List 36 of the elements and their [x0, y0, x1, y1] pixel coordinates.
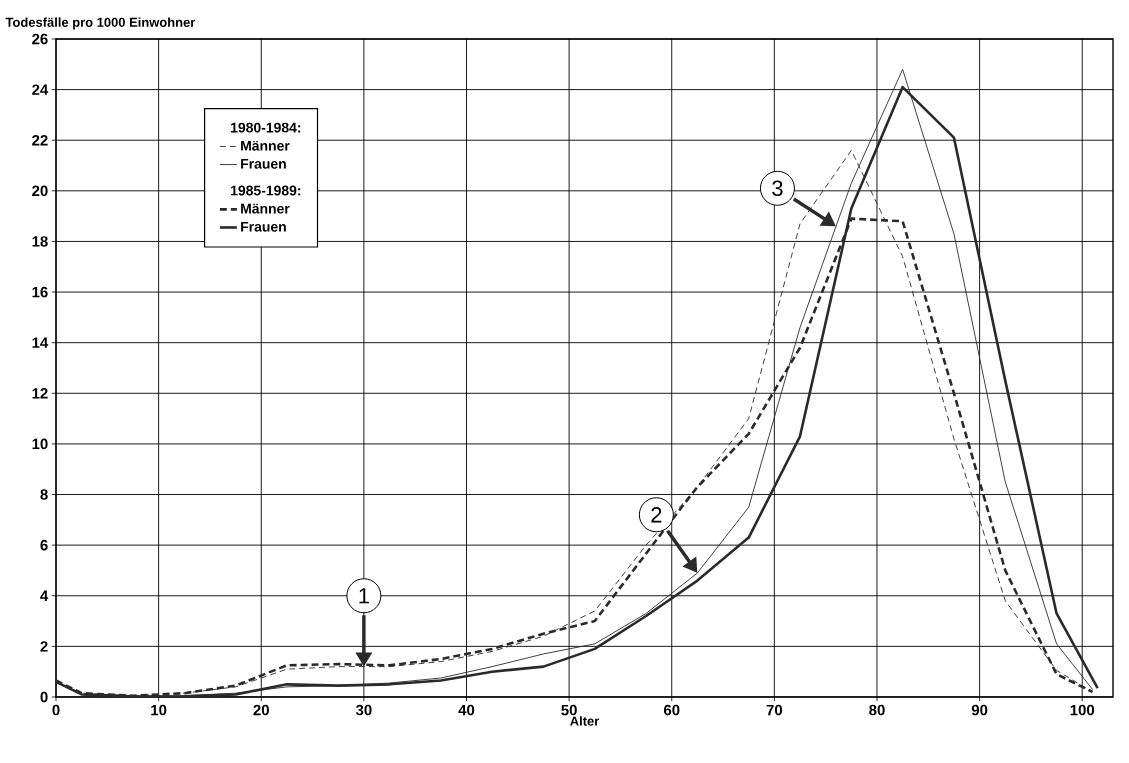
x-tick-label: 50	[561, 704, 577, 716]
y-tick-label: 26	[32, 33, 48, 45]
y-tick-label: 24	[32, 84, 49, 95]
y-tick-label: 6	[40, 539, 48, 551]
x-tick-label: 60	[663, 704, 680, 716]
y-tick-label: 2	[40, 641, 48, 652]
annotation: 1985-1989:	[231, 185, 301, 196]
x-tick-label: 90	[971, 704, 988, 716]
annotation: 1980-1984:	[231, 122, 301, 133]
x-tick-label: 20	[253, 704, 269, 716]
y-tick-label: 4	[40, 590, 49, 601]
x-tick-label: 80	[869, 704, 885, 716]
x-tick-label: 100	[1070, 704, 1095, 716]
legend-label: Frauen	[241, 221, 286, 232]
y-tick-label: 14	[32, 337, 49, 348]
y-tick-label: 10	[32, 438, 48, 450]
x-tick-label: 40	[458, 704, 475, 716]
x-tick-label: 70	[766, 704, 783, 716]
y-tick-label: 18	[32, 236, 48, 247]
y-tick-label: 8	[40, 489, 48, 500]
y-tick-label: 20	[32, 185, 48, 197]
x-tick-label: 0	[52, 704, 60, 716]
legend-label: Frauen	[241, 159, 286, 169]
x-tick-label: 30	[355, 704, 372, 716]
legend-label: Männer	[241, 203, 290, 214]
y-axis-title: Todesfälle pro 1000 Einwohner	[5, 17, 196, 30]
y-tick-label: 16	[32, 286, 48, 298]
annotation: 1	[359, 588, 369, 604]
y-tick-label: 12	[32, 388, 48, 399]
legend-label: Männer	[241, 140, 290, 151]
x-axis-title: Alter	[570, 716, 600, 726]
y-tick-label: 0	[40, 691, 48, 703]
y-tick-label: 22	[32, 134, 48, 146]
annotation: 2	[651, 507, 662, 523]
x-tick-label: 10	[151, 704, 167, 716]
annotation: 3	[772, 180, 783, 197]
